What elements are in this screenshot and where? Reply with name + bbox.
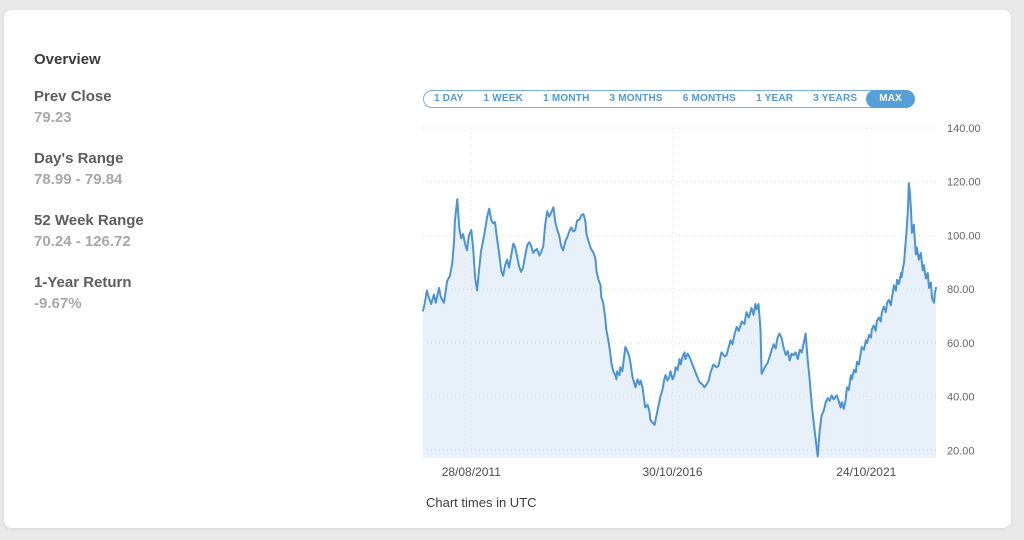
range-tab-bar: 1 DAY 1 WEEK 1 MONTH 3 MONTHS 6 MONTHS 1… xyxy=(423,90,916,108)
y-axis-tick-label: 120.00 xyxy=(947,177,981,189)
stat-value: 78.99 - 79.84 xyxy=(34,171,123,188)
range-tab-1-week[interactable]: 1 WEEK xyxy=(483,93,524,104)
page-title: Overview xyxy=(34,51,101,68)
price-line xyxy=(422,182,937,458)
range-tab-1-day[interactable]: 1 DAY xyxy=(434,93,464,104)
stat-value: -9.67% xyxy=(34,295,82,312)
stat-value: 70.24 - 126.72 xyxy=(34,233,131,250)
stat-prev-close: Prev Close 79.23 xyxy=(34,88,144,126)
range-tab-6-months[interactable]: 6 MONTHS xyxy=(682,93,737,104)
y-axis-tick-label: 60.00 xyxy=(947,338,975,350)
stat-days-range: Day's Range 78.99 - 79.84 xyxy=(34,150,144,188)
stat-value: 79.23 xyxy=(34,109,72,126)
range-tab-1-year[interactable]: 1 YEAR xyxy=(756,93,794,104)
price-area xyxy=(423,183,936,458)
chart-timezone-note: Chart times in UTC xyxy=(426,495,537,510)
stat-label: 52 Week Range xyxy=(34,212,144,229)
price-chart[interactable]: 20.00 40.00 60.00 80.00 100.00 120.00 140.00 28… xyxy=(419,120,1004,488)
stat-label: Day's Range xyxy=(34,150,124,167)
overview-card: Overview Prev Close 79.23 Day's Range 78… xyxy=(4,10,1011,528)
stat-label: 1-Year Return xyxy=(34,274,132,291)
x-axis-tick-label: 28/08/2011 xyxy=(442,465,501,479)
stat-label: Prev Close xyxy=(34,88,112,105)
range-tab-3-months[interactable]: 3 MONTHS xyxy=(609,93,663,104)
range-tab-3-years[interactable]: 3 YEARS xyxy=(813,93,858,104)
stat-52-week-range: 52 Week Range 70.24 - 126.72 xyxy=(34,212,144,250)
stat-1-year-return: 1-Year Return -9.67% xyxy=(34,274,144,312)
range-tab-max[interactable]: MAX xyxy=(866,90,916,108)
x-axis-tick-label: 24/10/2021 xyxy=(836,465,896,479)
y-axis-tick-label: 80.00 xyxy=(947,284,975,296)
y-axis-tick-label: 100.00 xyxy=(947,230,981,242)
y-axis-tick-label: 140.00 xyxy=(947,123,981,135)
y-axis-tick-label: 20.00 xyxy=(947,445,975,457)
stats-panel: Prev Close 79.23 Day's Range 78.99 - 79.… xyxy=(34,88,144,336)
range-tab-1-month[interactable]: 1 MONTH xyxy=(543,93,590,104)
x-axis-tick-label: 30/10/2016 xyxy=(642,465,702,479)
price-chart-area[interactable]: 20.00 40.00 60.00 80.00 100.00 120.00 140.00 28… xyxy=(419,120,1004,488)
y-axis-tick-label: 40.00 xyxy=(947,392,975,404)
